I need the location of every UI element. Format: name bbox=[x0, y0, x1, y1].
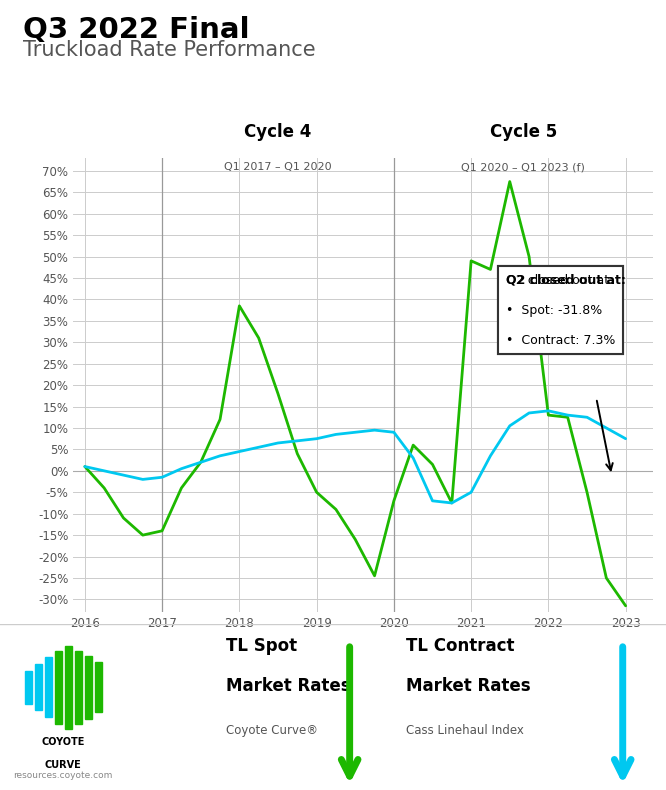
Bar bbox=[45, 657, 52, 717]
Bar bbox=[55, 651, 62, 724]
Text: Coyote Curve®: Coyote Curve® bbox=[226, 724, 318, 736]
Text: Q1 2017 – Q1 2020: Q1 2017 – Q1 2020 bbox=[224, 162, 332, 172]
Text: Q2 closed out at:

•  Spot: -31.8%

•  Contract: 7.3%: Q2 closed out at: • Spot: -31.8% • Contr… bbox=[506, 273, 615, 347]
Text: Cass Linehaul Index: Cass Linehaul Index bbox=[406, 724, 524, 736]
Text: Q3 2022 Final: Q3 2022 Final bbox=[23, 16, 250, 43]
Bar bbox=[95, 662, 102, 712]
Bar bbox=[85, 656, 92, 719]
Text: Q2 closed out at:

•  Spot: -31.8%

•  Contract: 7.3%: Q2 closed out at: • Spot: -31.8% • Contr… bbox=[506, 273, 615, 347]
Text: Q2 closed out at:: Q2 closed out at: bbox=[506, 273, 626, 287]
Bar bbox=[75, 651, 82, 724]
Text: CURVE: CURVE bbox=[45, 760, 82, 770]
Text: Q1 2020 – Q1 2023 (f): Q1 2020 – Q1 2023 (f) bbox=[462, 162, 585, 172]
Text: Cycle 4: Cycle 4 bbox=[244, 123, 312, 141]
Bar bbox=[35, 664, 42, 710]
Text: Truckload Rate Performance: Truckload Rate Performance bbox=[23, 40, 316, 59]
Text: Market Rates: Market Rates bbox=[406, 677, 531, 695]
Text: Cycle 5: Cycle 5 bbox=[490, 123, 557, 141]
Text: TL Contract: TL Contract bbox=[406, 638, 515, 656]
Bar bbox=[25, 671, 32, 704]
Text: TL Spot: TL Spot bbox=[226, 638, 298, 656]
Text: Market Rates: Market Rates bbox=[226, 677, 351, 695]
Bar bbox=[65, 645, 72, 728]
Text: COYOTE: COYOTE bbox=[41, 737, 85, 747]
Text: resources.coyote.com: resources.coyote.com bbox=[13, 771, 113, 780]
